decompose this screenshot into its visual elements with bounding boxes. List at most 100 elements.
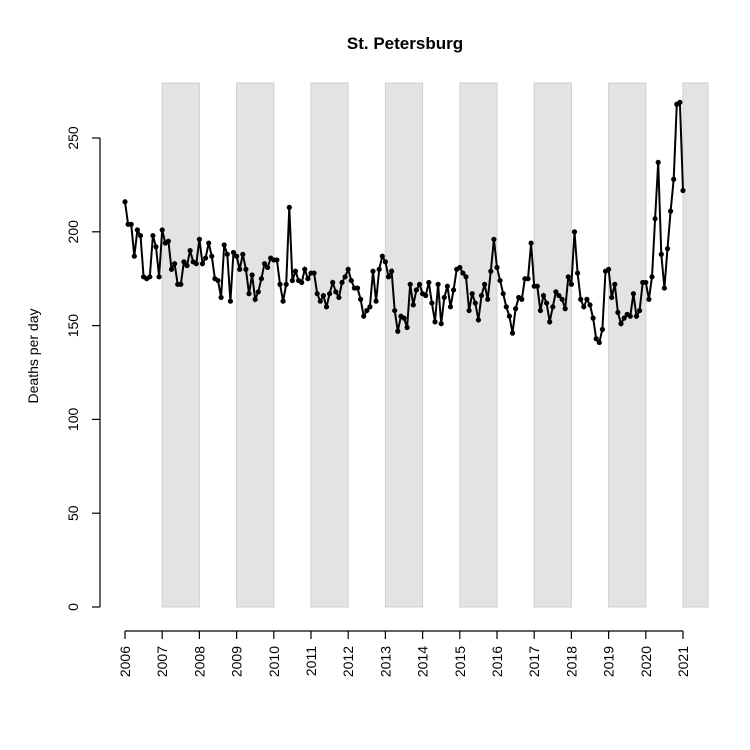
x-tick-label: 2016 <box>489 646 505 677</box>
data-point <box>506 313 512 319</box>
data-point <box>472 300 478 306</box>
data-point <box>172 261 178 267</box>
data-point <box>277 281 283 287</box>
data-point <box>615 309 621 316</box>
data-point <box>655 159 661 165</box>
data-point <box>509 330 516 336</box>
data-point <box>370 268 376 274</box>
data-point <box>184 262 190 269</box>
data-point <box>643 279 649 286</box>
data-point <box>525 276 531 282</box>
data-point <box>528 240 534 246</box>
x-tick-label: 2007 <box>154 646 170 677</box>
data-point <box>311 270 317 276</box>
data-point <box>540 292 547 299</box>
data-point <box>562 306 568 312</box>
data-point <box>435 281 441 287</box>
x-tick-label: 2021 <box>675 646 691 677</box>
data-point <box>556 292 562 299</box>
data-point <box>497 277 503 284</box>
data-point <box>274 257 280 263</box>
data-point <box>429 300 435 306</box>
data-point <box>637 307 643 314</box>
data-point <box>258 276 264 282</box>
data-point <box>358 296 364 302</box>
data-point <box>677 99 683 105</box>
data-point <box>333 289 339 295</box>
data-point <box>323 304 330 310</box>
shaded-band <box>533 82 572 608</box>
data-point <box>460 270 466 276</box>
data-point <box>416 281 423 287</box>
data-point <box>581 304 587 310</box>
data-point <box>150 232 156 239</box>
data-point <box>491 236 497 242</box>
data-point <box>680 187 686 194</box>
data-point <box>547 319 553 325</box>
y-tick-label: 200 <box>65 220 81 244</box>
data-point <box>587 302 593 308</box>
x-tick-label: 2006 <box>117 646 133 677</box>
data-point <box>178 281 184 287</box>
data-point <box>261 261 268 267</box>
x-tick-label: 2018 <box>563 646 579 677</box>
data-point <box>299 279 305 286</box>
data-point <box>187 247 193 254</box>
data-point <box>385 274 392 280</box>
data-point <box>199 261 206 267</box>
shaded-band <box>161 82 200 608</box>
data-point <box>413 287 419 293</box>
x-tick-label: 2011 <box>303 646 319 676</box>
data-point <box>432 319 438 325</box>
data-point <box>571 229 578 235</box>
y-tick-label: 0 <box>65 603 81 611</box>
data-point <box>534 283 540 289</box>
data-point <box>234 253 240 259</box>
data-point <box>630 291 637 297</box>
data-point <box>668 208 674 214</box>
data-point <box>314 291 320 297</box>
data-point <box>221 242 227 248</box>
data-point <box>519 296 525 302</box>
data-point <box>327 291 333 297</box>
data-point <box>168 266 175 272</box>
data-point <box>513 306 519 312</box>
data-point <box>203 255 209 261</box>
data-point <box>286 204 292 211</box>
data-point <box>621 315 627 321</box>
shaded-year-bands <box>161 82 709 608</box>
data-point <box>317 298 323 304</box>
data-point <box>227 298 233 304</box>
data-point <box>137 232 144 239</box>
data-point <box>438 321 444 327</box>
data-point <box>156 274 162 280</box>
data-point <box>131 253 137 259</box>
data-point <box>395 328 401 334</box>
x-tick-label: 2014 <box>415 646 431 677</box>
x-tick-label: 2019 <box>601 646 617 677</box>
data-point <box>373 298 379 304</box>
data-point <box>478 292 485 299</box>
data-point <box>339 279 345 286</box>
data-point <box>627 313 633 319</box>
data-point <box>147 274 153 280</box>
x-tick-label: 2015 <box>452 646 468 677</box>
data-point <box>649 274 655 280</box>
data-point <box>652 216 658 222</box>
data-point <box>364 307 370 314</box>
data-point <box>348 277 354 284</box>
shaded-band <box>384 82 424 608</box>
y-tick-label: 250 <box>65 126 81 150</box>
data-point <box>593 336 599 342</box>
data-point <box>633 313 640 319</box>
data-point <box>441 294 447 301</box>
data-point <box>255 289 261 295</box>
data-point <box>128 221 134 227</box>
data-point <box>330 279 336 286</box>
data-point <box>320 292 326 299</box>
data-point <box>451 287 457 293</box>
data-point <box>302 266 308 272</box>
data-point <box>646 296 652 302</box>
data-point <box>379 253 385 259</box>
data-point <box>599 326 606 332</box>
